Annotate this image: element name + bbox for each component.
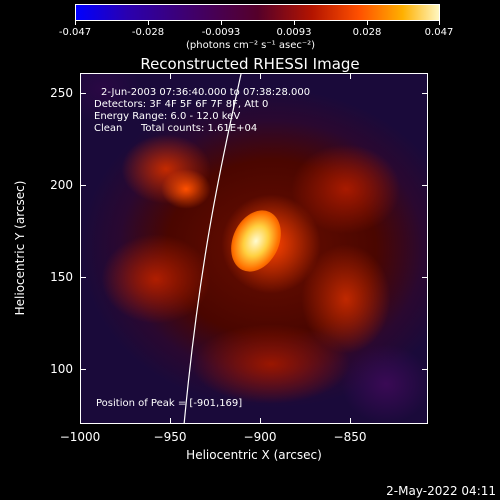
- colorbar-tick-label: -0.047: [58, 27, 92, 38]
- detectors: Detectors: 3F 4F 5F 6F 7F 8F, Att 0: [94, 99, 269, 110]
- colorbar-tick-label: 0.028: [352, 27, 382, 38]
- x-tick-label: −900: [243, 430, 277, 444]
- time-range: 2-Jun-2003 07:36:40.000 to 07:38:28.000: [101, 87, 311, 98]
- y-tick: [80, 185, 86, 186]
- x-axis-title: Heliocentric X (arcsec): [186, 448, 322, 462]
- y-tick: [422, 369, 428, 370]
- colorbar-tick-label: -0.028: [131, 27, 165, 38]
- y-tick: [422, 185, 428, 186]
- x-tick: [80, 418, 81, 424]
- colorbar-tick: [75, 20, 76, 25]
- solar-image: 2-Jun-2003 07:36:40.000 to 07:38:28.000 …: [80, 73, 428, 424]
- colorbar-tick: [439, 20, 440, 25]
- colorbar-units: (photons cm⁻² s⁻¹ asec⁻²): [186, 40, 316, 51]
- solar-limb-line: [183, 74, 242, 423]
- colorbar-tick-label: -0.0093: [201, 27, 241, 38]
- total-counts: Total counts: 1.61E+04: [141, 123, 258, 134]
- x-tick-label: −1000: [59, 430, 101, 444]
- colorbar-tick-label: 0.0093: [276, 27, 312, 38]
- y-tick: [80, 93, 86, 94]
- y-tick: [422, 277, 428, 278]
- y-tick-label: 100: [50, 362, 73, 376]
- x-tick: [260, 73, 261, 79]
- y-axis-title: Heliocentric Y (arcsec): [13, 180, 27, 316]
- x-tick-label: −950: [153, 430, 187, 444]
- y-tick: [80, 369, 86, 370]
- x-tick: [350, 73, 351, 79]
- colorbar-tick: [148, 20, 149, 25]
- colorbar-tick: [221, 20, 222, 25]
- colorbar-tick: [294, 20, 295, 25]
- y-tick-label: 200: [50, 178, 73, 192]
- colorbar: [75, 4, 440, 21]
- x-tick: [350, 418, 351, 424]
- x-tick: [260, 418, 261, 424]
- x-tick-label: −850: [333, 430, 367, 444]
- peak-position: Position of Peak = [-901,169]: [96, 398, 243, 409]
- generated-timestamp: 2-May-2022 04:11: [386, 484, 496, 498]
- x-tick: [170, 418, 171, 424]
- y-tick-label: 250: [50, 86, 73, 100]
- clean-label: Clean: [94, 123, 123, 134]
- x-tick: [170, 73, 171, 79]
- solar-limb: [183, 74, 242, 423]
- colorbar-tick-label: 0.047: [424, 27, 454, 38]
- y-tick: [80, 277, 86, 278]
- emission-region: [161, 169, 211, 209]
- emission-region: [101, 234, 211, 324]
- emission-region: [191, 324, 351, 404]
- energy-range: Energy Range: 6.0 - 12.0 keV: [94, 111, 241, 122]
- colorbar-tick: [367, 20, 368, 25]
- y-tick-label: 150: [50, 270, 73, 284]
- image-title: Reconstructed RHESSI Image: [140, 55, 360, 73]
- y-tick: [422, 93, 428, 94]
- cool-region: [341, 344, 427, 423]
